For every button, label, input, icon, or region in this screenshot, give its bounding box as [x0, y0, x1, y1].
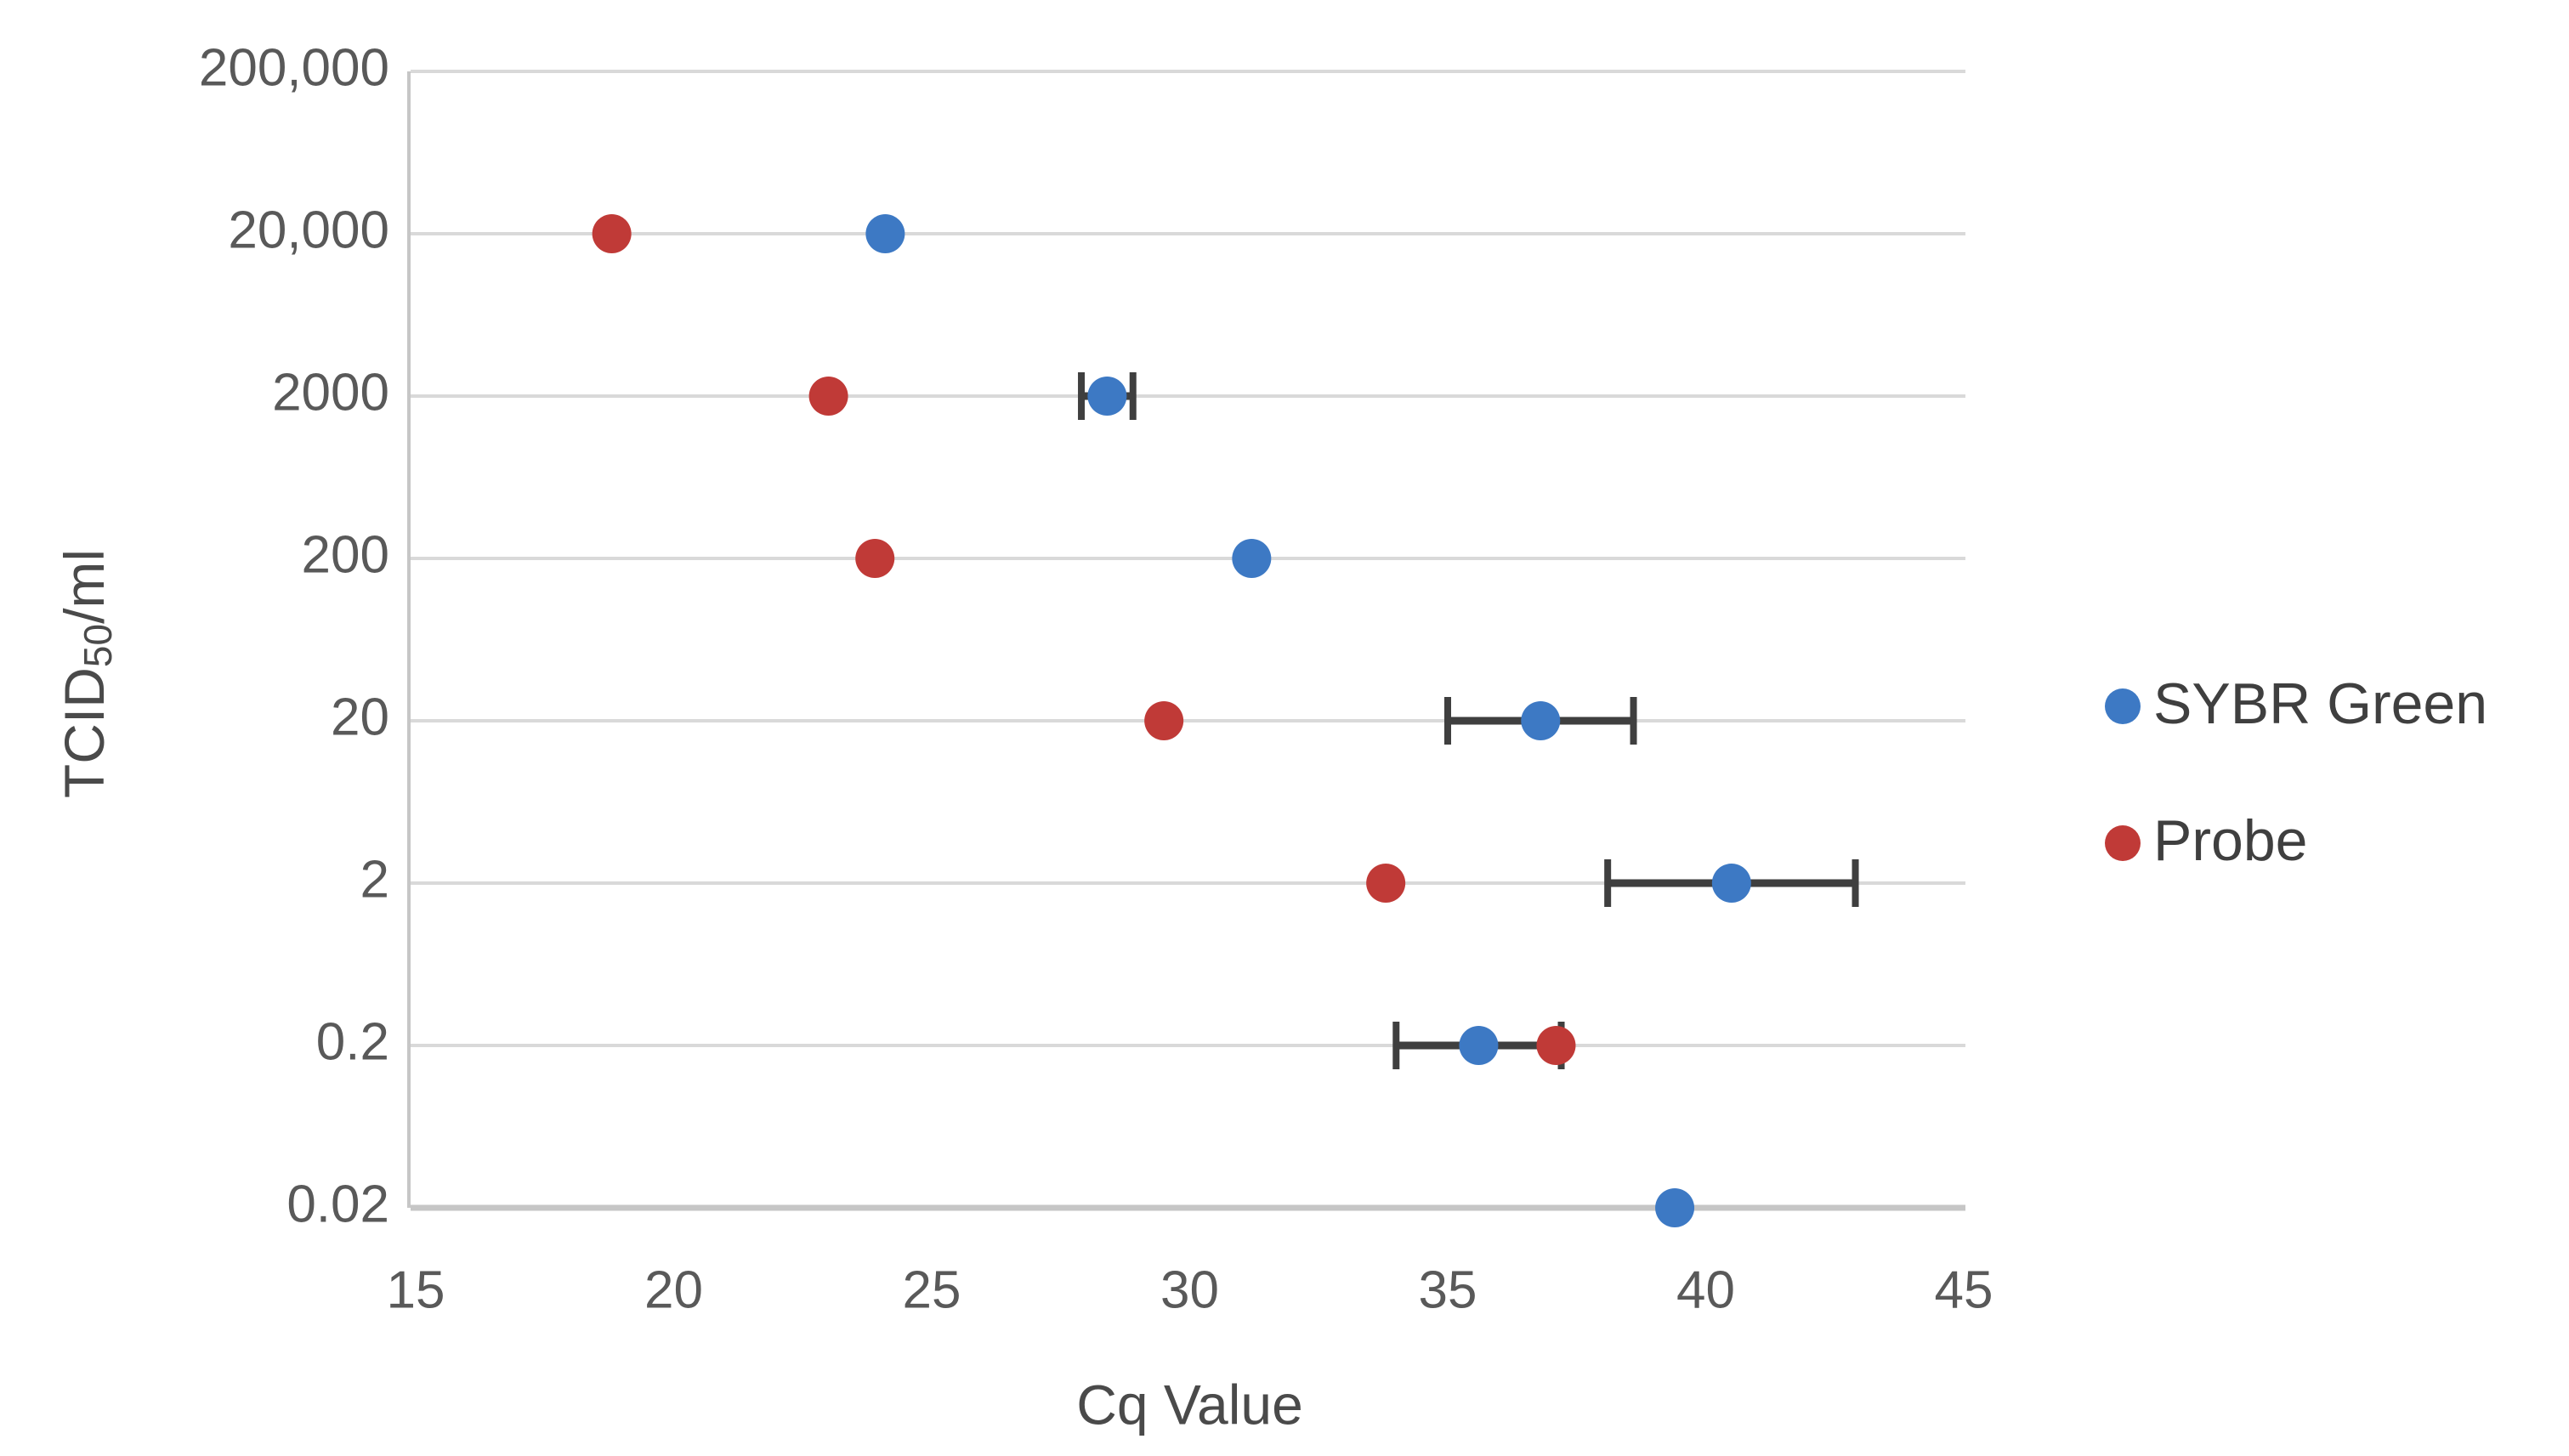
x-tick-label: 45	[1935, 1261, 1993, 1319]
legend-marker-probe	[2105, 825, 2141, 861]
y-tick-label: 2	[360, 850, 389, 909]
x-axis-title: Cq Value	[1076, 1373, 1303, 1436]
data-point-sybr-green	[1087, 377, 1127, 416]
x-tick-label: 30	[1160, 1261, 1219, 1319]
data-point-sybr-green	[1711, 864, 1751, 903]
y-tick-label: 20,000	[228, 201, 389, 259]
x-tick-label: 35	[1419, 1261, 1477, 1319]
y-tick-label: 200,000	[199, 38, 389, 97]
legend-marker-sybr-green	[2105, 688, 2141, 724]
x-tick-label: 20	[644, 1261, 703, 1319]
data-point-sybr-green	[1459, 1026, 1499, 1065]
data-point-probe	[592, 214, 632, 253]
data-point-probe	[1366, 864, 1406, 903]
data-point-sybr-green	[1521, 701, 1561, 740]
x-tick-label: 25	[903, 1261, 961, 1319]
x-tick-label: 15	[387, 1261, 445, 1319]
y-tick-label: 0.2	[316, 1012, 389, 1071]
data-point-probe	[1536, 1026, 1576, 1065]
y-axis-title: TCID50/ml	[53, 549, 120, 798]
legend-label: SYBR Green	[2153, 671, 2487, 736]
y-tick-label: 20	[331, 688, 389, 746]
y-tick-label: 2000	[272, 363, 389, 422]
data-point-sybr-green	[1655, 1188, 1695, 1227]
data-point-sybr-green	[1232, 539, 1272, 578]
data-point-probe	[1144, 701, 1184, 740]
x-tick-label: 40	[1676, 1261, 1735, 1319]
y-tick-label: 0.02	[286, 1175, 389, 1233]
data-point-probe	[855, 539, 895, 578]
data-point-probe	[808, 377, 848, 416]
data-point-sybr-green	[865, 214, 905, 253]
legend-label: Probe	[2153, 808, 2307, 873]
y-tick-label: 200	[302, 525, 389, 584]
